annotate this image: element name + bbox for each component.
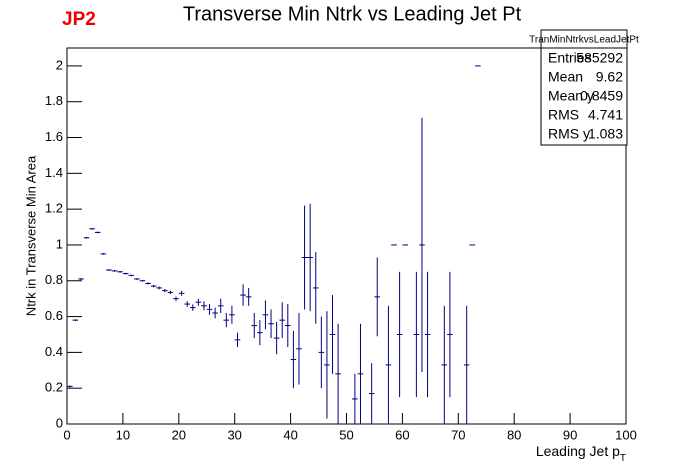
y-tick-label: 1.4 (45, 165, 63, 180)
x-tick-label: 10 (116, 427, 130, 442)
x-tick-label: 80 (507, 427, 521, 442)
x-axis-label-subscript: T (620, 453, 626, 464)
tag-label: JP2 (62, 9, 96, 30)
x-tick-label: 90 (563, 427, 577, 442)
stats-value: 4.741 (588, 107, 623, 123)
stats-key: Mean (548, 69, 583, 85)
y-axis-label: Ntrk in Transverse Min Area (23, 155, 38, 316)
x-tick-label: 20 (172, 427, 186, 442)
x-axis-label-text: Leading Jet p (536, 443, 620, 459)
y-tick-label: 2 (56, 57, 63, 72)
stats-key: RMS (548, 107, 579, 123)
x-tick-label: 30 (227, 427, 241, 442)
stats-value: 585292 (576, 50, 623, 66)
x-tick-label: 40 (283, 427, 297, 442)
y-tick-label: 0.8 (45, 272, 63, 287)
x-tick-label: 60 (395, 427, 409, 442)
stats-box (540, 29, 628, 146)
y-tick-label: 1 (56, 236, 63, 251)
x-tick-label: 70 (451, 427, 465, 442)
chart-title: Transverse Min Ntrk vs Leading Jet Pt (183, 3, 522, 25)
y-tick-label: 1.6 (45, 129, 63, 144)
y-tick-label: 0 (56, 415, 63, 430)
stats-value: 0.8459 (580, 88, 623, 104)
x-tick-label: 0 (63, 427, 70, 442)
stats-title: TranMinNtrkvsLeadJetPt (529, 35, 639, 46)
y-tick-label: 0.6 (45, 308, 63, 323)
stats-key: RMS y (548, 126, 590, 142)
stats-value: 1.083 (588, 126, 623, 142)
y-tick-label: 1.8 (45, 93, 63, 108)
y-tick-label: 0.4 (45, 344, 63, 359)
y-tick-label: 0.2 (45, 380, 63, 395)
x-tick-label: 50 (339, 427, 353, 442)
x-axis-label: Leading Jet pT (536, 443, 626, 464)
stats-value: 9.62 (596, 69, 623, 85)
y-tick-label: 1.2 (45, 201, 63, 216)
stats-key: Entries (548, 50, 592, 66)
stats-key: Mean y (548, 88, 594, 104)
x-tick-label: 100 (615, 427, 637, 442)
